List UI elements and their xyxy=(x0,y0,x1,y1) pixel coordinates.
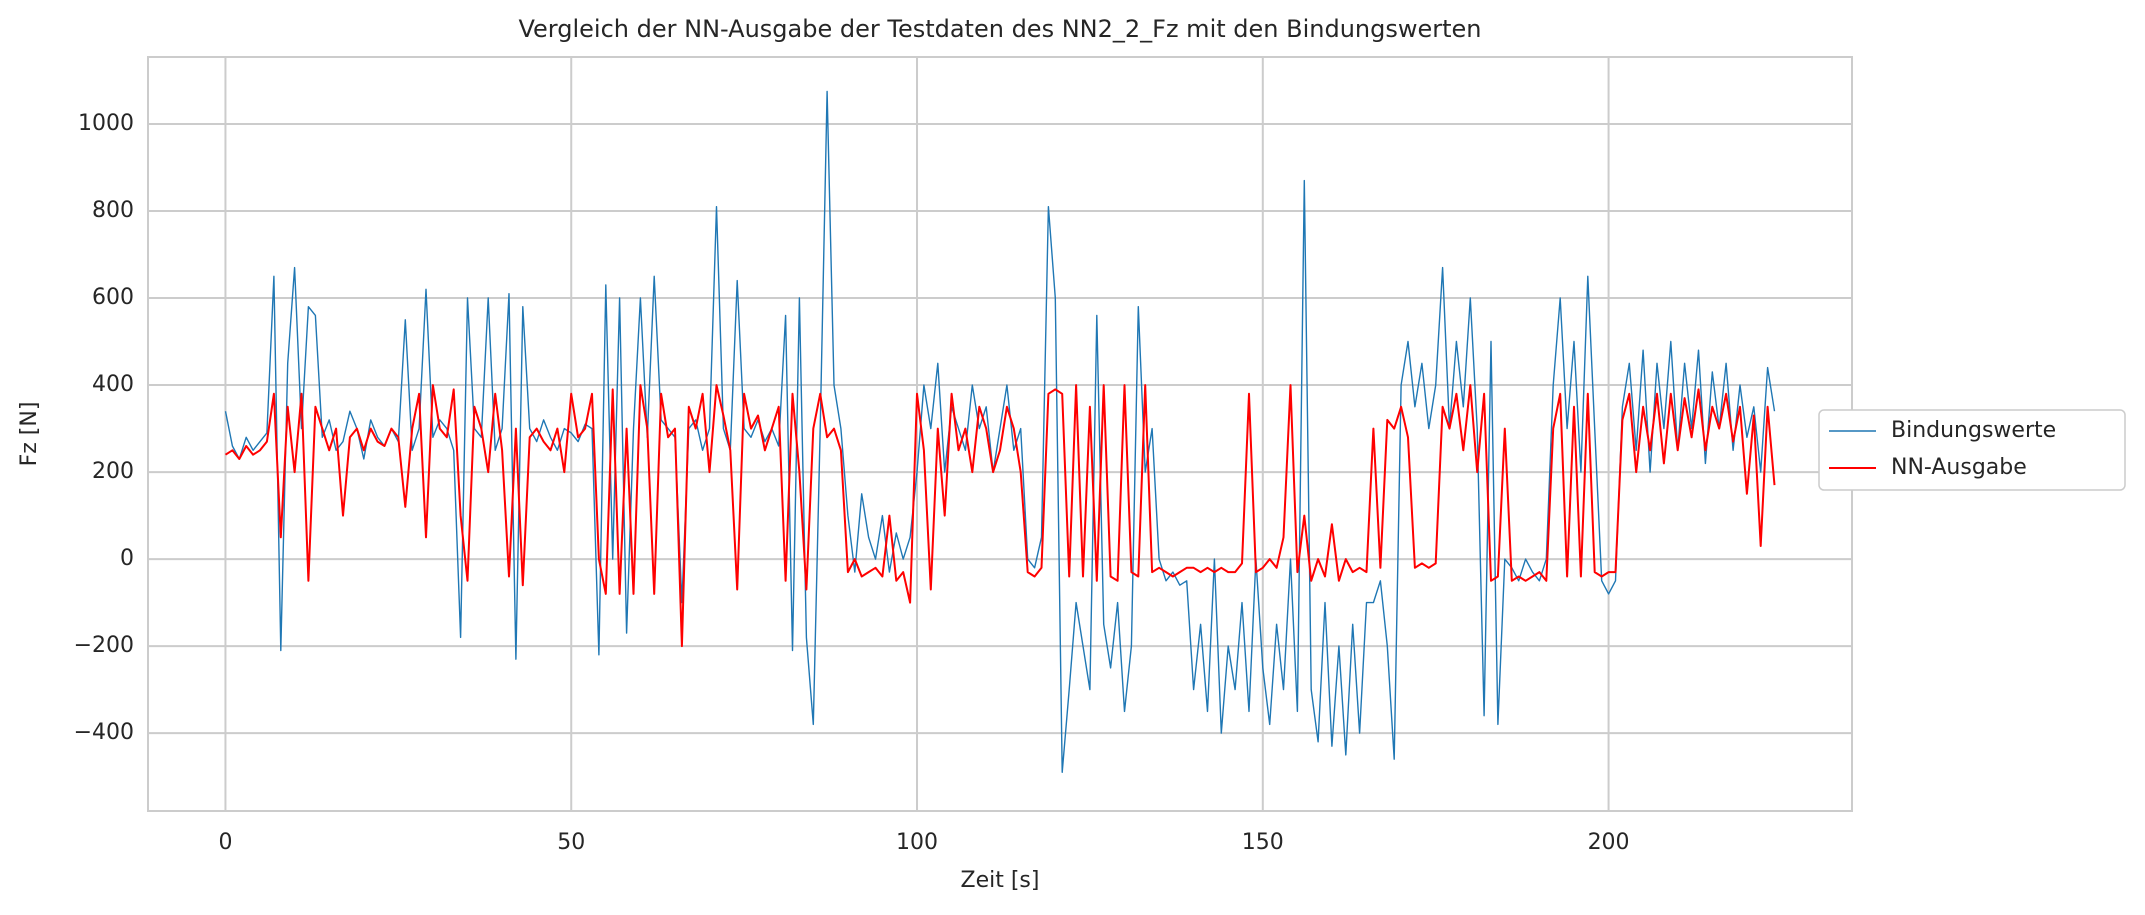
x-tick-label: 100 xyxy=(896,830,938,855)
y-tick-label: 800 xyxy=(92,198,134,223)
plot-lines xyxy=(224,90,1776,773)
y-tick-label: 1000 xyxy=(78,111,134,136)
chart-title: Vergleich der NN-Ausgabe der Testdaten d… xyxy=(518,15,1481,43)
legend-box xyxy=(1818,409,2126,491)
x-tick-label: 50 xyxy=(557,830,585,855)
x-tick-label: 150 xyxy=(1242,830,1284,855)
legend-label: Bindungswerte xyxy=(1891,418,2056,443)
series-line xyxy=(224,90,1776,773)
y-tick-label: −400 xyxy=(74,720,134,745)
y-axis-label: Fz [N] xyxy=(17,402,42,467)
grid: −400 −200 0 200 400 600 800 1000 0 50 100 150 200 xyxy=(74,57,1852,855)
series-line xyxy=(224,384,1776,648)
y-tick-label: 400 xyxy=(92,372,134,397)
y-tick-label: 600 xyxy=(92,285,134,310)
legend: Bindungswerte NN-Ausgabe xyxy=(1818,409,2126,491)
y-tick-label: −200 xyxy=(74,633,134,658)
y-tick-label: 200 xyxy=(92,459,134,484)
x-axis-label: Zeit [s] xyxy=(961,868,1040,893)
legend-label: NN-Ausgabe xyxy=(1891,455,2027,480)
x-tick-label: 0 xyxy=(218,830,232,855)
x-tick-label: 200 xyxy=(1588,830,1630,855)
y-tick-label: 0 xyxy=(120,546,134,571)
